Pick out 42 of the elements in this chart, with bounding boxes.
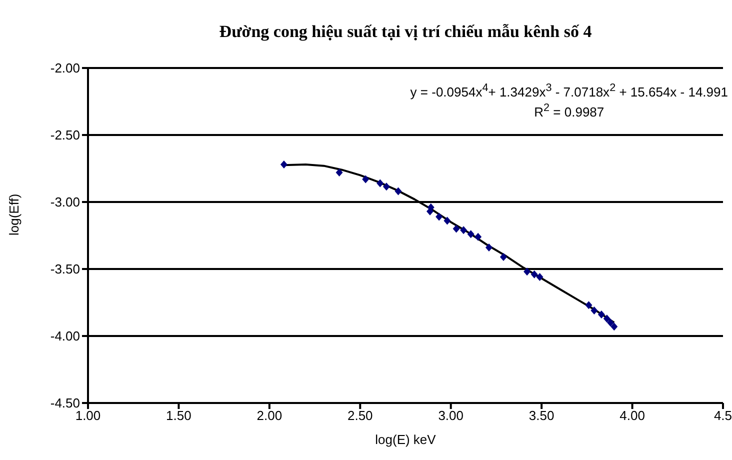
point bbox=[474, 232, 482, 241]
point bbox=[436, 212, 443, 221]
point bbox=[280, 160, 288, 168]
point bbox=[607, 318, 614, 327]
annotation: y = -0.0954x$^{4}$+ 1.3429x$^{3}$ - 7.0718x$^{2}$ + 15.654x - 14.991 bbox=[410, 81, 728, 100]
y-axis-title: log(Eff) bbox=[6, 194, 22, 236]
annotation: R$^{2}$ = 0.9987 bbox=[533, 101, 606, 121]
point bbox=[603, 314, 610, 323]
point bbox=[376, 179, 384, 188]
y-tick-label: -2.00 bbox=[50, 60, 80, 76]
x-tick-label: 2.50 bbox=[347, 408, 373, 424]
x-tick-label: 3.50 bbox=[528, 408, 554, 424]
point bbox=[485, 244, 492, 252]
point bbox=[536, 273, 544, 282]
x-tick-label: 3.00 bbox=[438, 408, 464, 424]
point bbox=[336, 168, 343, 177]
y-tick-label: -4.00 bbox=[50, 328, 80, 344]
y-tick-label: -4.50 bbox=[50, 396, 80, 411]
point bbox=[460, 226, 468, 234]
point bbox=[530, 270, 538, 278]
point bbox=[382, 182, 390, 191]
x-tick-label: 4.5 bbox=[714, 408, 732, 424]
point bbox=[598, 310, 605, 319]
x-tick-label: 1.00 bbox=[75, 408, 101, 424]
y-tick-label: -2.50 bbox=[50, 128, 80, 143]
point bbox=[467, 230, 474, 238]
point bbox=[524, 268, 531, 276]
y-tick-label: -3.00 bbox=[50, 194, 80, 210]
point bbox=[362, 175, 370, 184]
x-tick-label: 1.50 bbox=[166, 408, 192, 424]
x-tick-label: 4.00 bbox=[620, 408, 645, 424]
point bbox=[590, 306, 598, 315]
point bbox=[500, 252, 507, 261]
point bbox=[394, 187, 402, 196]
point bbox=[452, 224, 460, 233]
point bbox=[610, 322, 618, 331]
x-axis-title: log(E) keV bbox=[375, 432, 436, 447]
y-tick-label: -3.50 bbox=[50, 262, 80, 277]
x-tick-label: 2.00 bbox=[256, 408, 282, 424]
point bbox=[444, 216, 451, 225]
chart-title: Đường cong hiệu suất tại vị trí chiếu mẫu kênh số 4 bbox=[218, 22, 593, 42]
point bbox=[585, 301, 592, 310]
